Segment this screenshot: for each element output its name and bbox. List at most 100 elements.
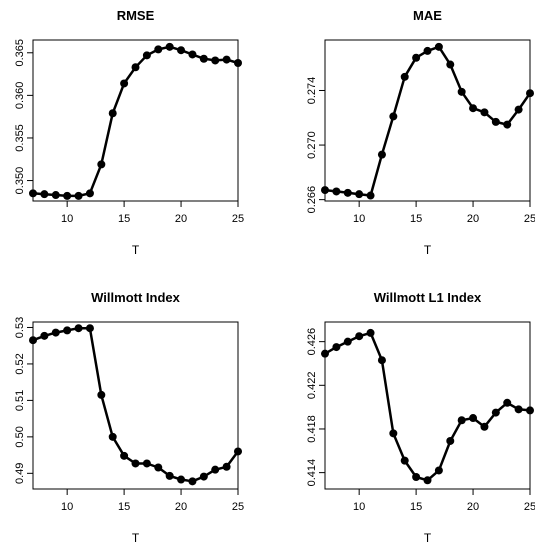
data-point	[491, 408, 500, 417]
data-point	[332, 187, 341, 196]
data-point	[29, 189, 37, 198]
x-tick-label: 25	[524, 501, 535, 513]
data-point	[446, 60, 455, 69]
data-point	[423, 46, 432, 55]
y-tick-label: 0.274	[306, 77, 318, 105]
x-tick-label: 25	[232, 213, 244, 225]
data-point	[400, 72, 409, 81]
y-tick-label: 0.52	[14, 353, 26, 374]
data-point	[400, 456, 409, 465]
data-point	[234, 447, 242, 456]
data-point	[51, 328, 60, 337]
y-tick-label: 0.53	[14, 317, 26, 338]
x-tick-label: 20	[467, 213, 479, 225]
data-point	[51, 191, 60, 200]
x-tick-label: 10	[61, 501, 73, 513]
chart-title: MAE	[413, 8, 442, 23]
data-point	[211, 56, 220, 65]
x-tick-label: 20	[175, 213, 187, 225]
chart-panel-2: MAE 10 15 20 25 0.266 0.270 0.274 T	[306, 8, 535, 257]
data-point	[503, 120, 512, 129]
plot-frame	[324, 321, 531, 490]
data-point	[108, 432, 117, 441]
data-point	[366, 191, 375, 200]
x-tick-label: 15	[118, 501, 130, 513]
data-point	[503, 398, 512, 407]
chart-title: RMSE	[117, 8, 155, 23]
data-point	[63, 191, 72, 200]
data-point	[514, 105, 523, 114]
data-point	[63, 326, 72, 335]
data-point	[142, 459, 151, 468]
x-tick-label: 25	[232, 501, 244, 513]
data-point	[434, 42, 443, 51]
x-tick-label: 10	[61, 213, 73, 225]
data-point	[177, 46, 186, 55]
chart-title: Willmott Index	[91, 290, 180, 305]
data-point	[321, 349, 329, 358]
data-point	[97, 160, 106, 169]
data-point	[154, 463, 163, 472]
data-point	[377, 356, 386, 365]
data-point	[389, 112, 398, 121]
data-point	[321, 186, 329, 195]
plot-frame	[32, 321, 239, 490]
y-tick-label: 0.422	[306, 372, 318, 400]
data-point	[40, 331, 49, 340]
data-point	[423, 476, 432, 485]
x-axis-label: T	[424, 243, 432, 257]
series-line	[32, 326, 240, 483]
data-point	[355, 190, 364, 199]
series-line	[324, 331, 531, 482]
data-point	[412, 472, 421, 481]
chart-panel-1: RMSE 10 15 20 25 0.350 0.355 0.360 0.365 T	[14, 8, 244, 257]
x-tick-label: 20	[175, 501, 187, 513]
data-point	[469, 414, 478, 423]
data-point	[165, 471, 174, 480]
x-axis-label: T	[132, 531, 140, 545]
chart-title: Willmott L1 Index	[374, 290, 482, 305]
data-point	[222, 55, 231, 64]
y-tick-label: 0.414	[306, 459, 318, 487]
data-point	[343, 337, 352, 346]
data-point	[446, 436, 455, 445]
plot-frame	[32, 39, 239, 202]
chart-panel-3: Willmott Index 10 15 20 25 0.49 0.50 0.51 0.52 0.…	[14, 290, 244, 545]
data-point	[165, 42, 174, 51]
data-point	[199, 54, 208, 63]
y-tick-label: 0.418	[306, 415, 318, 443]
data-point	[434, 466, 443, 475]
data-point	[199, 472, 208, 481]
x-tick-label: 20	[467, 501, 479, 513]
data-point	[154, 45, 163, 54]
data-point	[85, 189, 94, 198]
x-tick-label: 10	[353, 213, 365, 225]
data-point	[377, 150, 386, 159]
data-point	[29, 336, 37, 345]
data-point	[457, 87, 466, 96]
y-tick-label: 0.270	[306, 131, 318, 159]
data-point	[469, 104, 478, 113]
chart-panel-4: Willmott L1 Index 10 15 20 25 0.414 0.418 0.422…	[306, 290, 535, 545]
data-point	[142, 51, 151, 60]
data-point	[389, 429, 398, 438]
x-tick-label: 15	[410, 213, 422, 225]
data-point	[131, 459, 140, 468]
data-point	[526, 89, 534, 98]
y-tick-label: 0.365	[14, 39, 26, 67]
data-point	[85, 324, 94, 333]
plot-frame	[324, 39, 531, 202]
data-point	[234, 59, 242, 67]
data-point	[332, 343, 341, 352]
data-point	[131, 63, 140, 72]
data-point	[188, 50, 197, 59]
x-tick-label: 15	[410, 501, 422, 513]
y-tick-label: 0.360	[14, 82, 26, 110]
data-point	[97, 390, 106, 399]
data-point	[412, 53, 421, 62]
y-tick-label: 0.49	[14, 463, 26, 484]
x-axis-label: T	[132, 243, 140, 257]
data-point	[177, 475, 186, 484]
x-axis-label: T	[424, 531, 432, 545]
data-point	[222, 462, 231, 471]
